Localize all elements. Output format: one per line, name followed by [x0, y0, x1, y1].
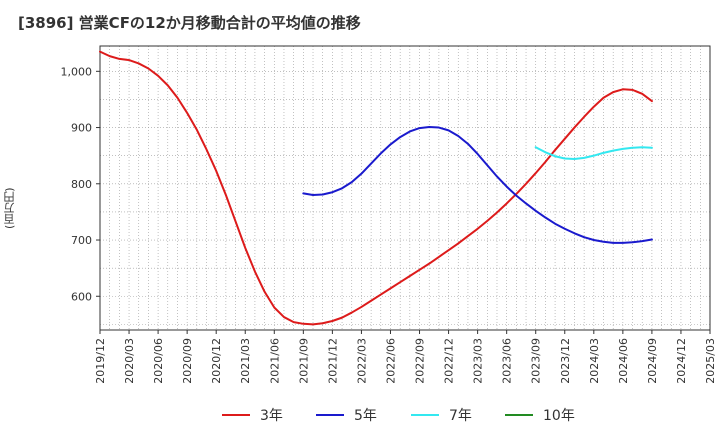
x-tick-label: 2019/12: [94, 338, 107, 384]
x-tick-label: 2023/12: [559, 338, 572, 384]
x-tick-label: 2023/09: [530, 338, 543, 384]
legend-swatch-3y: [222, 414, 250, 416]
x-tick-label: 2024/09: [646, 338, 659, 384]
x-tick-label: 2020/03: [123, 338, 136, 384]
x-tick-label: 2020/09: [181, 338, 194, 384]
legend-item-7y: 7年: [411, 404, 472, 426]
legend-item-10y: 10年: [505, 404, 575, 426]
x-tick-label: 2021/03: [239, 338, 252, 384]
x-tick-label: 2023/03: [472, 338, 485, 384]
legend-item-5y: 5年: [316, 404, 377, 426]
x-tick-label: 2021/09: [297, 338, 310, 384]
plot-frame: [99, 45, 711, 331]
legend-label-7y: 7年: [449, 408, 472, 424]
x-tick-label: 2023/06: [501, 338, 514, 384]
legend-swatch-10y: [505, 414, 533, 416]
legend-item-3y: 3年: [222, 404, 283, 426]
x-tick-label: 2020/12: [210, 338, 223, 384]
x-tick-label: 2024/03: [588, 338, 601, 384]
x-tick-label: 2024/12: [675, 338, 688, 384]
legend-swatch-7y: [411, 414, 439, 416]
x-tick-label: 2022/09: [414, 338, 427, 384]
legend-label-10y: 10年: [543, 408, 575, 424]
plot-area: [100, 46, 710, 330]
chart-title: [3896] 営業CFの12か月移動合計の平均値の推移: [18, 14, 361, 32]
series-line-0: [99, 50, 653, 326]
y-tick-label: 1,000: [61, 65, 93, 78]
legend-label-3y: 3年: [260, 408, 283, 424]
x-tick-label: 2022/12: [443, 338, 456, 384]
series-line-2: [534, 146, 653, 161]
x-tick-label: 2022/03: [355, 338, 368, 384]
legend: 3年 5年 7年 10年: [0, 404, 720, 426]
y-tick-label: 600: [71, 290, 92, 303]
series-line-1: [302, 125, 653, 244]
x-tick-label: 2024/06: [617, 338, 630, 384]
legend-label-5y: 5年: [354, 408, 377, 424]
x-tick-label: 2021/12: [326, 338, 339, 384]
legend-swatch-5y: [316, 414, 344, 416]
x-tick-label: 2021/06: [268, 338, 281, 384]
y-tick-label: 800: [71, 178, 92, 191]
y-tick-label: 900: [71, 122, 92, 135]
x-tick-label: 2022/06: [384, 338, 397, 384]
x-tick-label: 2020/06: [152, 338, 165, 384]
y-tick-label: 700: [71, 234, 92, 247]
x-tick-label: 2025/03: [704, 338, 717, 384]
